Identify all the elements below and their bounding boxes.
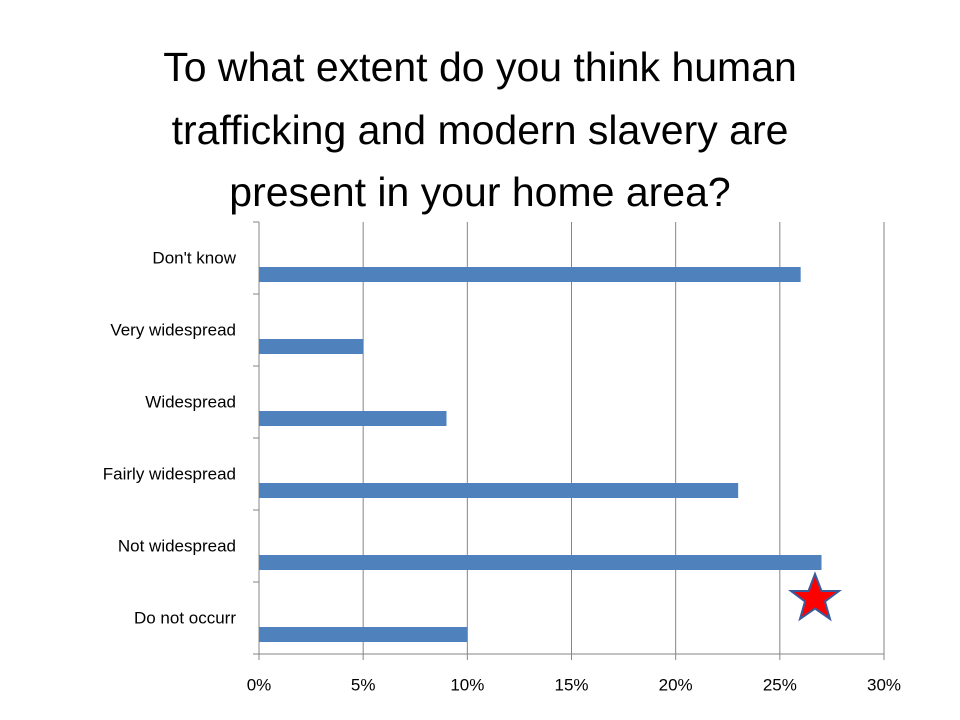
star-marker (788, 571, 842, 622)
bar (259, 339, 364, 354)
bar (259, 267, 801, 282)
x-tick-label: 30% (867, 675, 901, 694)
bar (259, 411, 447, 426)
y-tick-label: Do not occurr (134, 608, 236, 627)
bar (259, 627, 468, 642)
y-tick-label: Not widespread (118, 536, 236, 555)
y-tick-label: Fairly widespread (103, 464, 236, 483)
chart-title: present in your home area? (229, 169, 730, 215)
chart-title: To what extent do you think human (163, 44, 797, 90)
bar (259, 483, 739, 498)
y-tick-label: Widespread (145, 392, 236, 411)
y-tick-label: Don't know (152, 248, 236, 267)
y-tick-label: Very widespread (110, 320, 236, 339)
plot: 0% 5% 10% 15% 20% 25% 30% Don't know Very widesp… (103, 221, 901, 694)
x-tick-label: 0% (247, 675, 272, 694)
chart-title: trafficking and modern slavery are (172, 107, 789, 153)
x-tick-label: 15% (554, 675, 588, 694)
x-tick-label: 25% (763, 675, 797, 694)
x-tick-label: 20% (659, 675, 693, 694)
x-tick-label: 5% (351, 675, 376, 694)
bar (259, 555, 822, 570)
x-tick-label: 10% (450, 675, 484, 694)
